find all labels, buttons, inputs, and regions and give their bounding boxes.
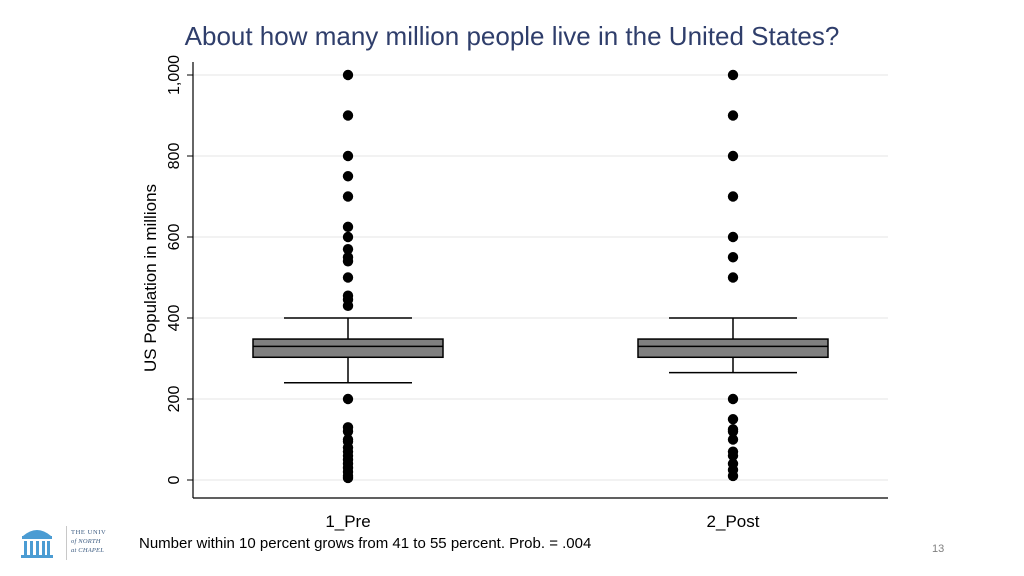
y-tick-label: 200 [166,386,183,413]
university-logo: THE UNIV of NORTH at CHAPEL [18,522,128,564]
y-tick-label: 0 [166,475,183,484]
chart-caption: Number within 10 percent grows from 41 t… [139,535,592,552]
outlier-point [342,300,354,312]
outlier-point [342,472,354,484]
outlier-point [342,110,354,121]
outlier-point [342,69,354,81]
y-axis-label: US Population in millions [141,184,160,372]
outlier-point [342,272,354,283]
outlier-point [342,426,354,437]
outlier-point [342,243,354,255]
page-number: 13 [932,543,945,555]
grid-lines [193,74,888,481]
outlier-point [342,150,354,162]
outlier-point [727,450,739,461]
old-well-icon [21,530,53,558]
outlier-point [342,191,354,202]
outlier-point [727,272,739,283]
outlier-point [727,69,739,81]
outlier-point [727,110,739,121]
outlier-point [727,470,739,482]
slide-title: About how many million people live in th… [184,21,840,51]
logo-divider [66,526,67,560]
y-axis-ticks: 0 200 400 600 800 1,000 [166,55,193,484]
logo-wordmark: THE UNIV of NORTH at CHAPEL [71,528,129,555]
outlier-point [727,414,739,425]
y-tick-label: 1,000 [166,55,183,95]
logo-line-1: THE UNIV [71,529,107,536]
outlier-point [727,252,739,263]
y-tick-label: 400 [166,305,183,332]
outlier-point [342,221,354,233]
outlier-point [727,393,739,405]
y-tick-label: 800 [166,143,183,170]
box-group: 1_Pre [252,69,444,531]
outlier-point [727,150,739,162]
outlier-point [727,231,739,243]
x-category-label: 1_Pre [325,512,370,531]
box-group: 2_Post [637,69,829,531]
x-category-label: 2_Post [707,512,760,531]
outlier-point [342,393,354,405]
outlier-point [727,434,739,445]
iqr-box [637,338,829,359]
axes [192,62,888,499]
y-tick-label: 600 [166,224,183,251]
iqr-box [252,338,444,359]
logo-line-3: at CHAPEL [71,547,105,554]
outlier-point [342,171,354,182]
outlier-point [342,256,354,267]
outlier-point [342,231,354,243]
boxes: 1_Pre 2_Post [252,69,829,531]
outlier-point [727,191,739,202]
outlier-point [727,426,739,437]
logo-line-2: of NORTH [71,538,101,545]
